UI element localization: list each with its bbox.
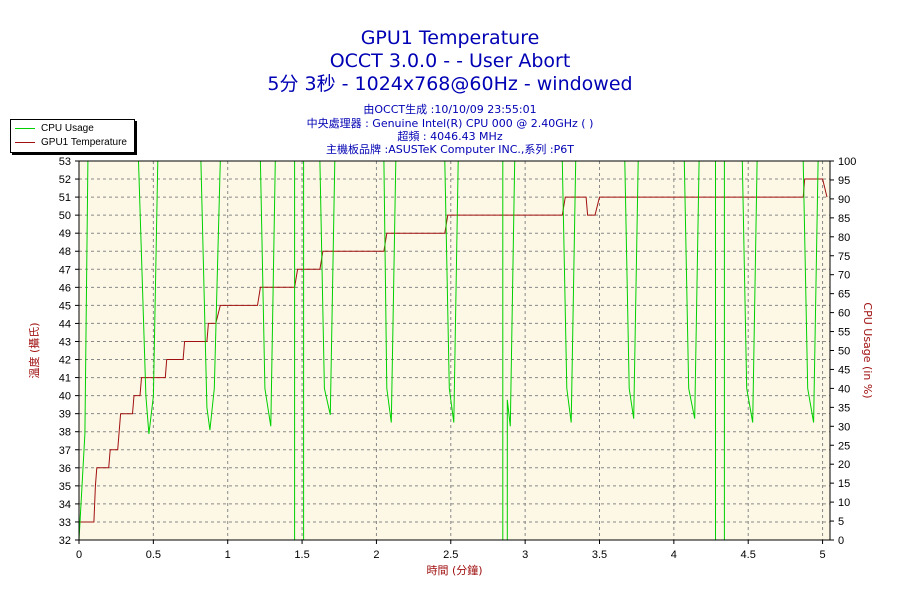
x-tick-label: 4.5 <box>741 549 756 561</box>
x-tick-label: 0.5 <box>146 549 161 561</box>
chart-legend: CPU Usage GPU1 Temperature <box>10 119 135 153</box>
y-left-tick-label: 37 <box>59 445 71 457</box>
x-tick-label: 5 <box>820 549 826 561</box>
y-right-tick-label: 30 <box>838 421 850 433</box>
y-right-tick-label: 10 <box>838 497 850 509</box>
y-right-tick-label: 45 <box>838 364 850 376</box>
y-right-tick-label: 40 <box>838 383 850 395</box>
y-axis-left-label: 溫度 (攝氏) <box>27 322 41 378</box>
y-right-tick-label: 85 <box>838 213 850 225</box>
y-left-tick-label: 42 <box>59 355 71 367</box>
y-right-tick-label: 25 <box>838 440 850 452</box>
x-tick-label: 0 <box>76 549 82 561</box>
y-axis-right-label: CPU Usage (in %) <box>861 302 874 398</box>
y-left-tick-label: 34 <box>59 499 71 511</box>
x-tick-label: 1 <box>225 549 231 561</box>
y-left-tick-label: 46 <box>59 282 71 294</box>
y-right-tick-label: 20 <box>838 459 850 471</box>
y-left-tick-label: 39 <box>59 409 71 421</box>
y-right-tick-label: 80 <box>838 232 850 244</box>
y-right-tick-label: 35 <box>838 402 850 414</box>
series-line-gpu-temperature <box>79 178 828 523</box>
y-left-tick-label: 51 <box>59 192 71 204</box>
y-right-tick-label: 95 <box>838 175 850 187</box>
x-tick-label: 4 <box>671 549 677 561</box>
y-right-tick-label: 90 <box>838 194 850 206</box>
y-left-tick-label: 41 <box>59 373 71 385</box>
legend-swatch-cpu-usage <box>15 127 35 129</box>
y-left-tick-label: 48 <box>59 246 71 258</box>
x-axis-label: 時間 (分鐘) <box>426 563 482 577</box>
x-tick-label: 2 <box>373 549 379 561</box>
y-right-tick-label: 0 <box>838 535 844 547</box>
y-right-tick-label: 15 <box>838 478 850 490</box>
y-left-tick-label: 35 <box>59 481 71 493</box>
y-left-tick-label: 33 <box>59 517 71 529</box>
x-tick-label: 2.5 <box>443 549 458 561</box>
legend-item-gpu-temperature: GPU1 Temperature <box>15 136 127 149</box>
y-left-tick-label: 53 <box>59 156 71 168</box>
y-right-tick-label: 50 <box>838 346 850 358</box>
chart-subtitle: OCCT 3.0.0 - - User Abort <box>329 50 571 72</box>
clock-info-text: 超頻 : 4046.43 MHz <box>397 130 503 143</box>
y-left-tick-label: 49 <box>59 228 71 240</box>
x-tick-label: 1.5 <box>294 549 309 561</box>
grid <box>79 161 830 540</box>
cpu-info-text: 中央處理器 : Genuine Intel(R) CPU 000 @ 2.40G… <box>306 117 594 130</box>
y-right-tick-label: 5 <box>838 516 844 528</box>
y-left-tick-label: 44 <box>59 318 71 330</box>
x-tick-label: 3.5 <box>592 549 607 561</box>
y-left-tick-label: 47 <box>59 264 71 276</box>
y-left-tick-label: 50 <box>59 210 71 222</box>
legend-swatch-gpu-temperature <box>15 141 35 143</box>
generated-by-text: 由OCCT生成 :10/10/09 23:55:01 <box>363 103 537 116</box>
y-left-tick-label: 40 <box>59 391 71 403</box>
chart-title: GPU1 Temperature <box>360 27 540 49</box>
legend-item-cpu-usage: CPU Usage <box>15 122 94 135</box>
y-right-tick-label: 100 <box>838 156 856 168</box>
y-right-tick-label: 55 <box>838 327 850 339</box>
y-right-tick-label: 60 <box>838 308 850 320</box>
axes: 3233343536373839404142434445464748495051… <box>59 156 857 561</box>
plot-area <box>79 161 830 540</box>
motherboard-info-text: 主機板品牌 :ASUSTeK Computer INC.,系列 :P6T <box>326 143 574 156</box>
chart-run-info: 5分 3秒 - 1024x768@60Hz - windowed <box>267 73 633 95</box>
legend-label-cpu-usage: CPU Usage <box>41 123 94 134</box>
y-left-tick-label: 43 <box>59 336 71 348</box>
y-left-tick-label: 52 <box>59 174 71 186</box>
y-left-tick-label: 38 <box>59 427 71 439</box>
y-left-tick-label: 36 <box>59 463 71 475</box>
y-right-tick-label: 75 <box>838 251 850 263</box>
y-right-tick-label: 70 <box>838 270 850 282</box>
y-left-tick-label: 32 <box>59 535 71 547</box>
y-left-tick-label: 45 <box>59 300 71 312</box>
x-tick-label: 3 <box>522 549 528 561</box>
legend-label-gpu-temperature: GPU1 Temperature <box>41 137 127 148</box>
y-right-tick-label: 65 <box>838 289 850 301</box>
